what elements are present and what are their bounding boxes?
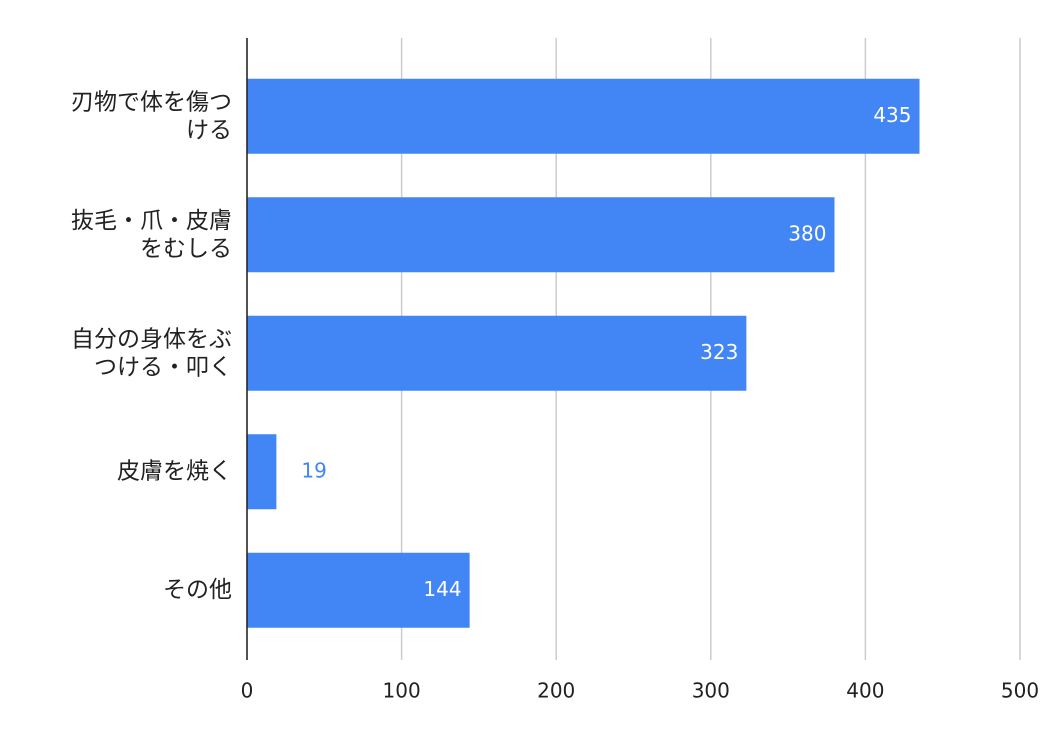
y-tick-label: 皮膚を焼く: [117, 458, 232, 484]
x-tick-label: 400: [846, 679, 884, 703]
x-tick-label: 300: [692, 679, 730, 703]
y-tick-label: 自分の身体をぶつける・叩く: [71, 326, 232, 380]
x-tick-label: 0: [241, 679, 254, 703]
value-label: 323: [700, 340, 738, 364]
x-tick-label: 500: [1001, 679, 1039, 703]
y-tick-label: その他: [163, 577, 232, 603]
y-tick-label: 刃物で体を傷つける: [71, 89, 232, 143]
bar: [247, 197, 835, 273]
value-label: 380: [788, 221, 826, 245]
x-tick-label: 100: [383, 679, 421, 703]
value-label: 19: [301, 458, 326, 482]
value-label: 144: [423, 577, 461, 601]
bar: [247, 315, 747, 391]
x-tick-label: 200: [537, 679, 575, 703]
bar: [247, 78, 920, 154]
bar: [247, 434, 277, 510]
bar: [247, 552, 470, 628]
value-label: 435: [873, 103, 911, 127]
y-tick-label: 抜毛・爪・皮膚をむしる: [71, 207, 232, 261]
